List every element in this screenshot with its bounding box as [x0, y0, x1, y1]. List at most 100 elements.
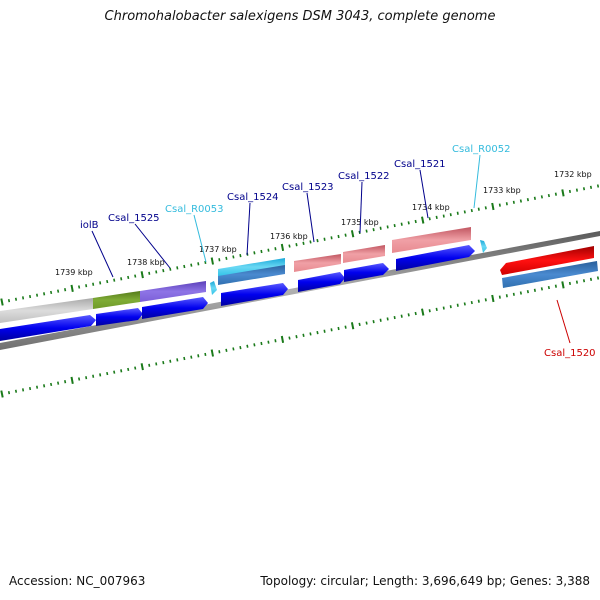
minor-tick	[219, 258, 220, 261]
minor-tick	[261, 250, 262, 253]
major-tick	[492, 203, 493, 210]
minor-tick	[584, 187, 585, 190]
minor-tick	[44, 292, 45, 295]
minor-tick	[451, 305, 452, 308]
minor-tick	[296, 243, 297, 246]
major-tick	[72, 285, 73, 292]
minor-tick	[23, 388, 24, 391]
gene-label-csal-r0052: Csal_R0052	[452, 144, 511, 155]
minor-tick	[479, 208, 480, 211]
minor-tick	[191, 264, 192, 267]
minor-tick	[415, 312, 416, 315]
minor-tick	[373, 228, 374, 231]
minor-tick	[500, 204, 501, 207]
minor-tick	[514, 201, 515, 204]
cds-track	[0, 245, 475, 341]
minor-tick	[458, 304, 459, 307]
minor-tick	[598, 277, 599, 280]
minor-tick	[387, 226, 388, 229]
minor-tick	[549, 286, 550, 289]
minor-tick	[163, 269, 164, 272]
major-tick	[492, 295, 493, 302]
minor-tick	[521, 292, 522, 295]
major-tick	[352, 230, 353, 237]
minor-tick	[184, 357, 185, 360]
minor-tick	[514, 293, 515, 296]
minor-tick	[240, 346, 241, 349]
minor-tick	[570, 282, 571, 285]
minor-tick	[303, 242, 304, 245]
leader-csal-r0053	[194, 215, 206, 262]
minor-tick	[30, 387, 31, 390]
rna-feature-csal-r0053	[210, 281, 217, 295]
minor-tick	[254, 251, 255, 254]
minor-tick	[233, 256, 234, 259]
minor-tick	[500, 296, 501, 299]
minor-tick	[577, 281, 578, 284]
minor-tick	[170, 268, 171, 271]
minor-tick	[79, 286, 80, 289]
minor-tick	[528, 198, 529, 201]
minor-tick	[100, 281, 101, 284]
minor-tick	[436, 216, 437, 219]
inner-tick-ring	[1, 277, 598, 398]
minor-tick	[472, 209, 473, 212]
minor-tick	[444, 215, 445, 218]
minor-tick	[556, 193, 557, 196]
minor-tick	[380, 319, 381, 322]
minor-tick	[170, 360, 171, 363]
leader-iolb	[92, 231, 113, 277]
major-tick	[282, 244, 283, 251]
minor-tick	[401, 315, 402, 318]
minor-tick	[577, 189, 578, 192]
minor-tick	[226, 349, 227, 352]
major-tick	[1, 299, 2, 306]
minor-tick	[535, 289, 536, 292]
leader-csal1524	[247, 203, 250, 255]
minor-tick	[44, 384, 45, 387]
minor-tick	[16, 390, 17, 393]
minor-tick	[338, 327, 339, 330]
minor-tick	[135, 367, 136, 370]
major-tick	[562, 189, 563, 196]
minor-tick	[191, 356, 192, 359]
major-tick	[282, 336, 283, 343]
minor-tick	[156, 363, 157, 366]
major-tick	[72, 377, 73, 384]
minor-tick	[114, 279, 115, 282]
minor-tick	[107, 280, 108, 283]
leader-csal-r0052	[474, 155, 480, 208]
minor-tick	[121, 369, 122, 372]
minor-tick	[394, 316, 395, 319]
minor-tick	[9, 299, 10, 302]
minor-tick	[556, 285, 557, 288]
topology-summary: Topology: circular; Length: 3,696,649 bp…	[260, 574, 590, 588]
minor-tick	[451, 213, 452, 216]
kbp-label-1738: 1738 kbp	[127, 258, 165, 267]
major-tick	[562, 281, 563, 288]
minor-tick	[324, 330, 325, 333]
minor-tick	[93, 283, 94, 286]
minor-tick	[296, 335, 297, 338]
cog-feature-olive	[93, 291, 140, 309]
gene-label-csal1522: Csal_1522	[338, 171, 390, 182]
minor-tick	[542, 287, 543, 290]
major-tick	[212, 258, 213, 265]
minor-tick	[359, 323, 360, 326]
minor-tick	[436, 308, 437, 311]
minor-tick	[275, 339, 276, 342]
minor-tick	[479, 300, 480, 303]
leader-csal1523	[307, 193, 314, 242]
major-tick	[142, 363, 143, 370]
gene-label-csal1525: Csal_1525	[108, 213, 160, 224]
minor-tick	[198, 262, 199, 265]
minor-tick	[324, 238, 325, 241]
minor-tick	[387, 318, 388, 321]
minor-tick	[289, 245, 290, 248]
minor-tick	[177, 358, 178, 361]
minor-tick	[584, 279, 585, 282]
minor-tick	[51, 291, 52, 294]
rna-feature-csal-r0052	[480, 240, 487, 253]
minor-tick	[465, 303, 466, 306]
minor-tick	[528, 290, 529, 293]
